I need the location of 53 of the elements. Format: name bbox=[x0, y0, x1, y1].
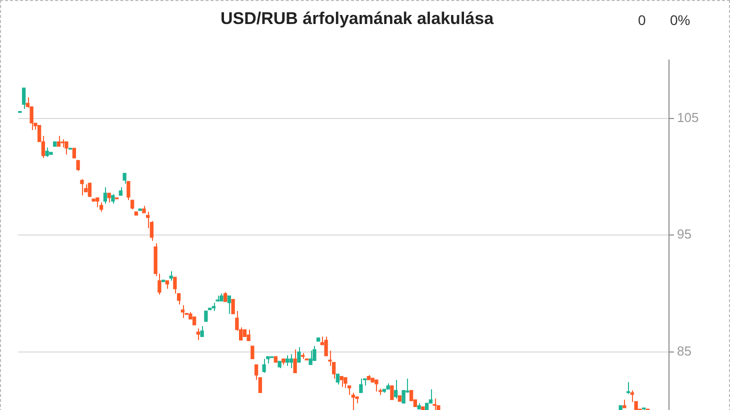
candlestick bbox=[122, 172, 126, 184]
candlestick bbox=[72, 148, 76, 158]
candlestick bbox=[289, 354, 294, 369]
candlestick bbox=[88, 182, 92, 198]
chart-title: USD/RUB árfolyamának alakulása bbox=[220, 9, 494, 28]
candlestick bbox=[56, 135, 61, 147]
candlestick bbox=[347, 385, 352, 396]
candlestick bbox=[96, 197, 100, 208]
candlestick bbox=[340, 376, 344, 388]
candlestick bbox=[246, 329, 250, 342]
candlestick bbox=[103, 186, 108, 204]
candlestick bbox=[359, 378, 363, 394]
candlestick bbox=[308, 350, 312, 366]
candlestick bbox=[336, 374, 340, 386]
candlestick bbox=[324, 336, 328, 356]
candlestick bbox=[262, 358, 266, 374]
candlestick bbox=[223, 292, 228, 302]
text: 0% bbox=[670, 12, 690, 28]
candlestick bbox=[297, 346, 301, 363]
text: 0 bbox=[638, 12, 646, 28]
candlestick bbox=[76, 160, 80, 172]
candlestick bbox=[64, 141, 68, 156]
y-tick-label: 105 bbox=[677, 110, 699, 125]
candlestick bbox=[111, 194, 115, 204]
candlestick bbox=[231, 298, 235, 314]
candlestick bbox=[626, 382, 630, 394]
candlestick bbox=[312, 345, 316, 362]
candlestick bbox=[180, 304, 185, 318]
candlestick bbox=[227, 295, 232, 314]
candlestick bbox=[176, 292, 181, 306]
candlestick bbox=[258, 377, 262, 394]
candlestick bbox=[204, 310, 208, 322]
candlestick bbox=[99, 202, 104, 212]
candlestick bbox=[293, 349, 297, 374]
candlestick bbox=[390, 385, 394, 400]
y-tick-label: 85 bbox=[677, 343, 692, 358]
candlestick bbox=[126, 180, 130, 201]
candlestick bbox=[250, 346, 254, 360]
y-tick-label: 95 bbox=[677, 226, 692, 242]
candlestick bbox=[351, 392, 356, 410]
candlestick bbox=[196, 328, 200, 341]
candlestick bbox=[285, 354, 290, 366]
candlestick bbox=[394, 379, 398, 400]
candlestick bbox=[200, 326, 204, 338]
candlestick bbox=[344, 377, 348, 389]
candlestick bbox=[22, 88, 26, 110]
candlestick bbox=[45, 147, 49, 158]
candlestick bbox=[80, 178, 84, 196]
candlestick bbox=[374, 379, 378, 392]
candlestick bbox=[432, 398, 436, 410]
candlestick bbox=[130, 200, 134, 210]
candlestick bbox=[169, 270, 173, 282]
candlestick bbox=[107, 192, 111, 203]
